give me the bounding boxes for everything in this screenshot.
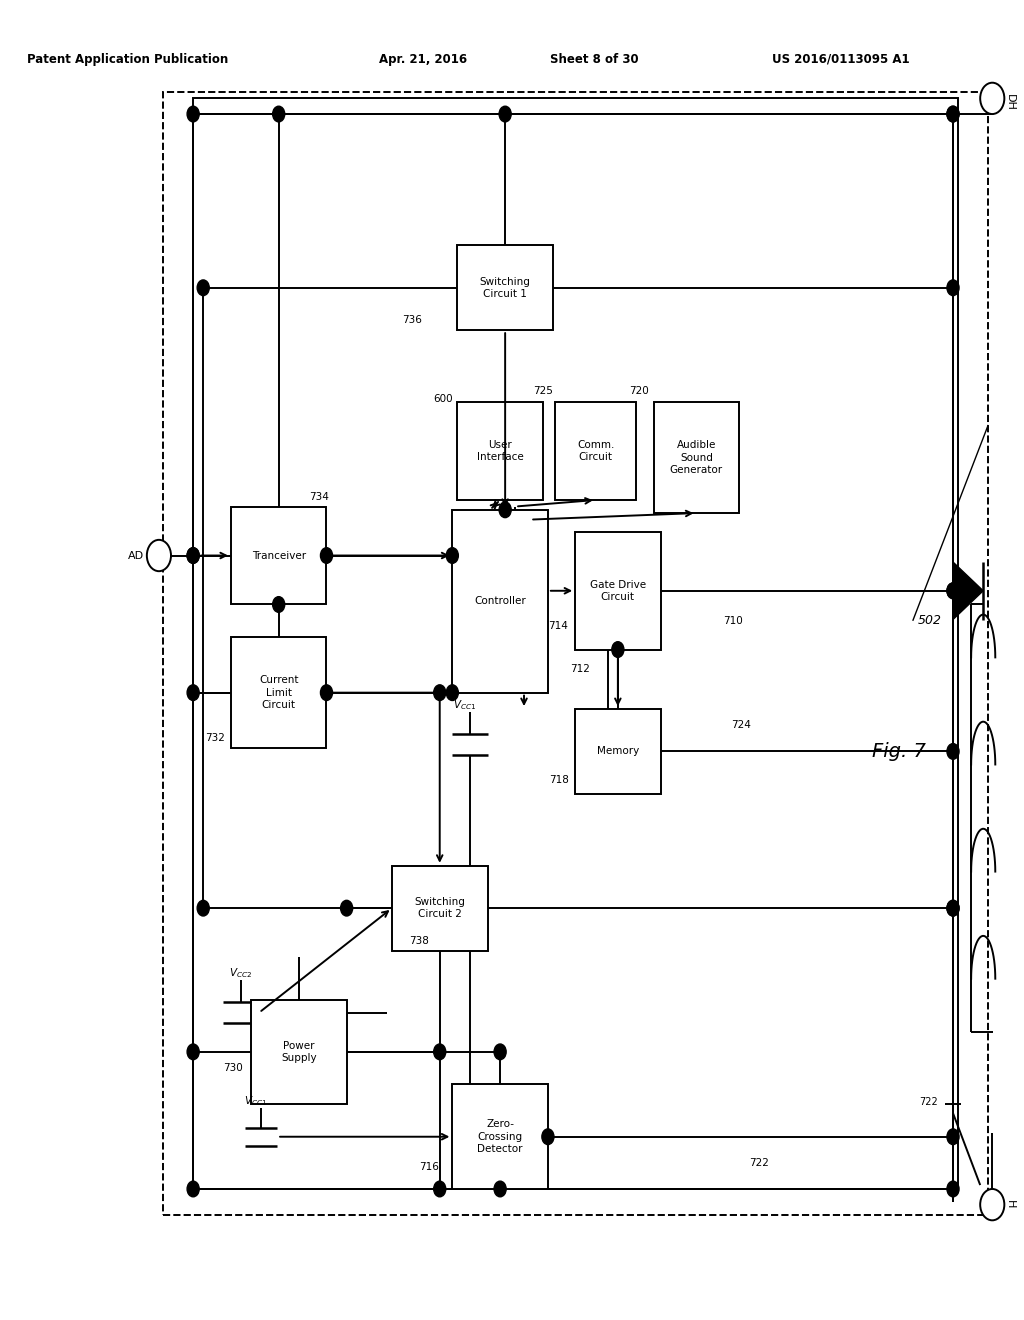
Circle shape xyxy=(499,502,511,517)
Bar xyxy=(230,638,327,748)
Circle shape xyxy=(542,1129,554,1144)
Text: Controller: Controller xyxy=(474,597,526,606)
Circle shape xyxy=(272,106,285,121)
Circle shape xyxy=(446,548,459,564)
Circle shape xyxy=(321,548,333,564)
Bar xyxy=(575,709,660,793)
Circle shape xyxy=(947,106,959,121)
Text: Switching
Circuit 2: Switching Circuit 2 xyxy=(415,898,465,919)
Circle shape xyxy=(947,900,959,916)
Text: 736: 736 xyxy=(401,315,422,326)
Circle shape xyxy=(187,685,200,701)
Circle shape xyxy=(198,900,209,916)
Circle shape xyxy=(947,743,959,759)
Bar xyxy=(163,92,988,1216)
Bar xyxy=(194,99,958,1189)
Text: 730: 730 xyxy=(222,1063,243,1073)
Text: AD: AD xyxy=(128,550,143,561)
Text: $V_{CC1}$: $V_{CC1}$ xyxy=(245,1094,267,1107)
Text: 502: 502 xyxy=(918,614,942,627)
Text: Power
Supply: Power Supply xyxy=(281,1040,316,1063)
Text: 722: 722 xyxy=(920,1097,938,1106)
Text: Comm.
Circuit: Comm. Circuit xyxy=(578,440,614,462)
Circle shape xyxy=(499,106,511,121)
Text: Audible
Sound
Generator: Audible Sound Generator xyxy=(670,440,723,475)
Circle shape xyxy=(187,1044,200,1060)
Circle shape xyxy=(187,548,200,564)
Bar xyxy=(575,532,660,649)
Text: 732: 732 xyxy=(206,734,225,743)
Circle shape xyxy=(947,1129,959,1144)
Circle shape xyxy=(947,106,959,121)
Circle shape xyxy=(146,540,171,572)
Text: 738: 738 xyxy=(410,936,429,946)
Text: 716: 716 xyxy=(420,1162,439,1172)
Text: H: H xyxy=(1006,1200,1016,1209)
Text: 710: 710 xyxy=(724,616,743,626)
Text: Patent Application Publication: Patent Application Publication xyxy=(27,53,228,66)
Circle shape xyxy=(494,1181,506,1197)
Text: Current
Limit
Circuit: Current Limit Circuit xyxy=(259,676,298,710)
Bar xyxy=(453,1085,548,1189)
Text: 720: 720 xyxy=(630,385,649,396)
Text: 724: 724 xyxy=(731,721,752,730)
Text: Sheet 8 of 30: Sheet 8 of 30 xyxy=(551,53,639,66)
Text: Memory: Memory xyxy=(597,746,639,756)
Circle shape xyxy=(947,900,959,916)
Bar xyxy=(555,403,636,500)
Bar xyxy=(458,403,543,500)
Text: Apr. 21, 2016: Apr. 21, 2016 xyxy=(379,53,468,66)
Text: Zero-
Crossing
Detector: Zero- Crossing Detector xyxy=(477,1119,523,1154)
Circle shape xyxy=(321,685,333,701)
Text: 714: 714 xyxy=(548,620,567,631)
Circle shape xyxy=(187,106,200,121)
Text: Fig. 7: Fig. 7 xyxy=(872,742,927,760)
Circle shape xyxy=(272,597,285,612)
Bar xyxy=(458,246,553,330)
Bar xyxy=(392,866,487,950)
Text: DH: DH xyxy=(1006,94,1016,111)
Text: US 2016/0113095 A1: US 2016/0113095 A1 xyxy=(772,53,909,66)
Text: User
Interface: User Interface xyxy=(477,440,523,462)
Bar xyxy=(453,510,548,693)
Text: Tranceiver: Tranceiver xyxy=(252,550,306,561)
Text: 718: 718 xyxy=(549,775,568,785)
Text: $V_{CC2}$: $V_{CC2}$ xyxy=(229,966,253,979)
Circle shape xyxy=(947,583,959,598)
Text: 722: 722 xyxy=(749,1158,769,1168)
Text: 712: 712 xyxy=(570,664,591,675)
Circle shape xyxy=(494,1044,506,1060)
Circle shape xyxy=(947,583,959,598)
Circle shape xyxy=(198,280,209,296)
Text: 600: 600 xyxy=(433,393,453,404)
Text: 725: 725 xyxy=(534,385,553,396)
Circle shape xyxy=(434,1181,445,1197)
Text: $V_{CC1}$: $V_{CC1}$ xyxy=(454,698,476,713)
Text: Gate Drive
Circuit: Gate Drive Circuit xyxy=(590,579,646,602)
Bar xyxy=(230,507,327,605)
Circle shape xyxy=(980,83,1005,114)
Text: 734: 734 xyxy=(309,492,329,502)
Circle shape xyxy=(947,1181,959,1197)
Circle shape xyxy=(980,1189,1005,1220)
Circle shape xyxy=(947,280,959,296)
Text: Switching
Circuit 1: Switching Circuit 1 xyxy=(479,277,530,298)
Circle shape xyxy=(434,1044,445,1060)
Bar xyxy=(653,403,739,513)
Polygon shape xyxy=(953,562,983,619)
Circle shape xyxy=(446,685,459,701)
Circle shape xyxy=(341,900,352,916)
Circle shape xyxy=(611,642,624,657)
Circle shape xyxy=(434,685,445,701)
Circle shape xyxy=(187,1181,200,1197)
Circle shape xyxy=(187,548,200,564)
Bar xyxy=(251,999,347,1104)
